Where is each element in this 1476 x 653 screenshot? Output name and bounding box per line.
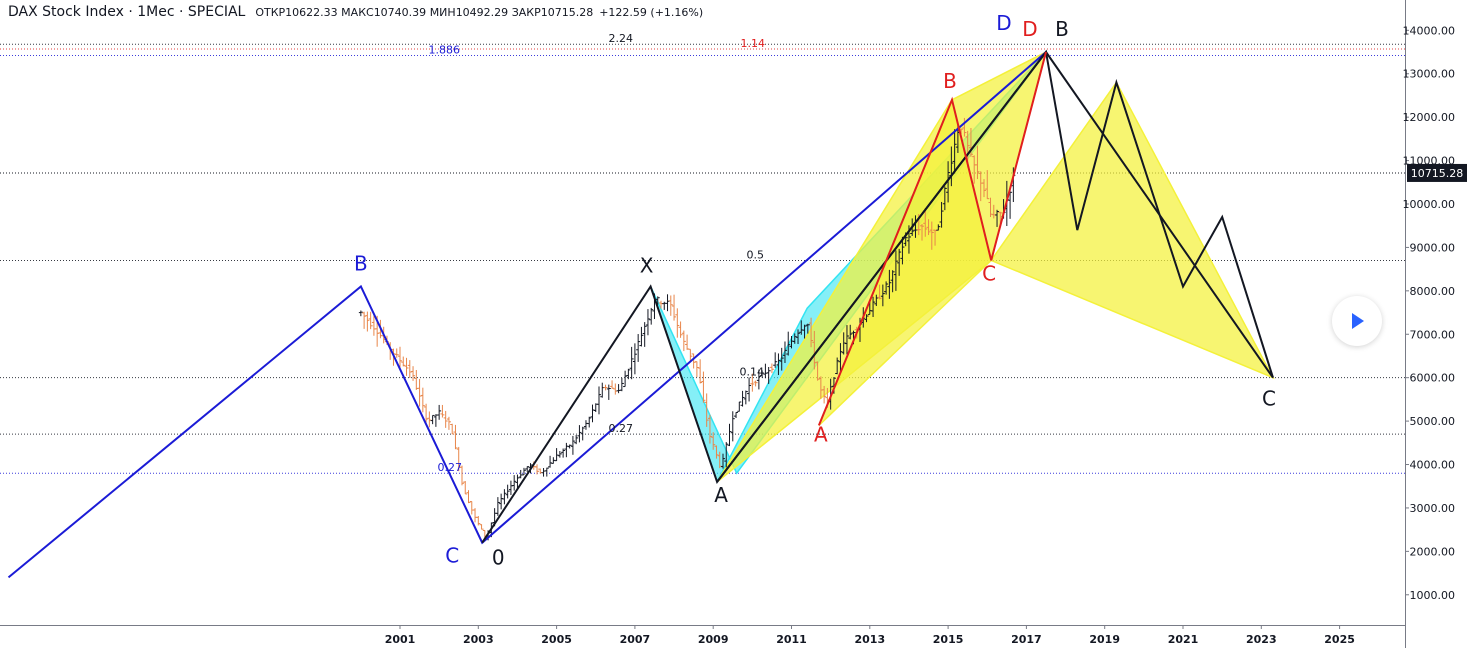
chart-header: DAX Stock Index · 1Мес · SPECIAL ОТКР106… [8,2,703,22]
y-tick-label: 9000.00 [1410,241,1456,254]
pattern-label: 0 [492,546,505,570]
y-axis-panel [1405,0,1476,648]
pattern-label: B [1055,17,1069,41]
y-tick-label: 14000.00 [1403,24,1456,37]
x-tick-label: 2023 [1246,633,1277,646]
change-value: +122.59 (+1.16%) [599,5,704,19]
x-tick-label: 2013 [854,633,885,646]
open-label: ОТКР [255,5,286,19]
fib-label: 0.5 [747,248,765,261]
pattern-line-blue_XABCD [7,51,1047,579]
pattern-label: B [943,69,957,93]
open-value: 10622.33 [285,5,338,19]
low-value: 10492.29 [455,5,509,19]
x-tick-label: 2005 [541,633,572,646]
x-axis-panel [0,625,1405,648]
pattern-label: A [714,483,728,507]
pattern-line-black_ABC [481,49,1274,544]
x-tick-label: 2011 [776,633,807,646]
x-tick-label: 2021 [1168,633,1199,646]
low-label: МИН [429,5,456,19]
y-tick-label: 2000.00 [1410,545,1456,558]
fib-label: 2.24 [609,32,634,45]
high-value: 10740.39 [373,5,427,19]
y-tick-label: 12000.00 [1403,111,1456,124]
x-tick-label: 2007 [620,633,651,646]
pattern-label: C [982,261,996,285]
high-label: МАКС [341,5,374,19]
y-tick-label: 5000.00 [1410,415,1456,428]
y-tick-label: 3000.00 [1410,502,1456,515]
x-tick-label: 2017 [1011,633,1042,646]
y-tick-label: 13000.00 [1403,68,1456,81]
symbol-title[interactable]: DAX Stock Index · 1Мес · SPECIAL [8,4,246,20]
fib-label: 1.886 [429,44,461,57]
fib-label: 1.14 [741,37,766,50]
y-tick-label: 1000.00 [1410,589,1456,602]
fib-label: 0.14 [740,366,765,379]
pattern-label: X [640,253,654,277]
x-tick-label: 2001 [385,633,416,646]
fib-label: 0.27 [609,422,634,435]
pattern-label: D [996,11,1011,35]
y-tick-label: 6000.00 [1410,372,1456,385]
pattern-label: C [1262,387,1276,411]
y-tick-label: 4000.00 [1410,459,1456,472]
play-icon [1352,313,1364,329]
y-tick-label: 7000.00 [1410,328,1456,341]
close-label: ЗАКР [511,5,541,19]
x-tick-label: 2015 [933,633,964,646]
fib-label: 0.27 [438,461,463,474]
x-tick-label: 2019 [1089,633,1120,646]
ohlc-readout: ОТКР10622.33 МАКС10740.39 МИН10492.29 ЗА… [255,6,593,19]
x-tick-label: 2009 [698,633,729,646]
play-button[interactable] [1332,296,1382,346]
pattern-label: A [814,422,828,446]
y-tick-label: 10000.00 [1403,198,1456,211]
pattern-label: D [1022,17,1037,41]
pattern-label: C [445,544,459,568]
y-tick-label: 8000.00 [1410,285,1456,298]
price-badge [1407,163,1467,182]
pattern-line-red_ABCD [817,51,1047,426]
pattern-fill-yellow-3 [990,80,1275,380]
close-value: 10715.28 [540,5,594,19]
pattern-label: B [354,251,368,275]
price-badge-text: 10715.28 [1411,167,1464,180]
x-tick-label: 2003 [463,633,494,646]
x-tick-label: 2025 [1324,633,1355,646]
